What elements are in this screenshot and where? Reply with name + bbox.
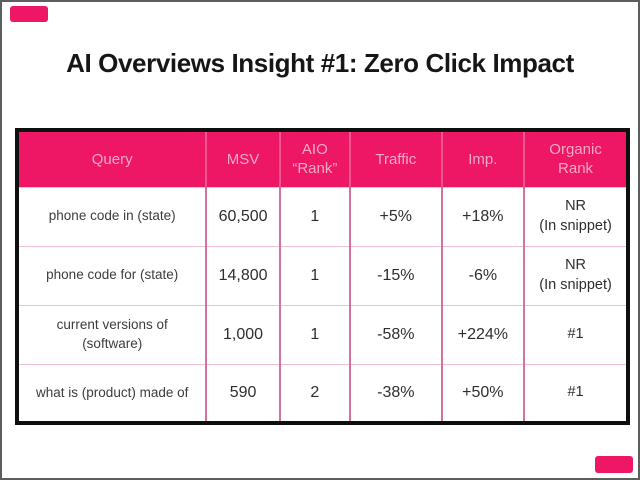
cell-traffic: -38% xyxy=(348,363,442,423)
cell-organic-rank: NR (In snippet) xyxy=(523,245,628,305)
page-title: AI Overviews Insight #1: Zero Click Impa… xyxy=(66,48,574,78)
cell-query: what is (product) made of xyxy=(17,363,207,423)
cell-organic-rank: #1 xyxy=(523,304,628,364)
cell-msv: 14,800 xyxy=(205,245,280,305)
cell-msv: 590 xyxy=(205,363,280,423)
table-row: what is (product) made of 590 2 -38% +50… xyxy=(17,363,628,423)
cell-query: current versions of (software) xyxy=(17,304,207,364)
cell-imp: +18% xyxy=(440,186,525,246)
cell-imp: +50% xyxy=(440,363,525,423)
column-header-imp: Imp. xyxy=(440,130,525,187)
table-row: phone code for (state) 14,800 1 -15% -6%… xyxy=(17,245,628,305)
cell-imp: +224% xyxy=(440,304,525,364)
column-header-aio-rank: AIO “Rank” xyxy=(278,130,350,187)
column-header-traffic: Traffic xyxy=(348,130,442,187)
cell-query: phone code for (state) xyxy=(17,245,207,305)
cell-aio-rank: 1 xyxy=(278,245,350,305)
cell-aio-rank: 1 xyxy=(278,186,350,246)
cell-traffic: +5% xyxy=(348,186,442,246)
corner-accent-bottom-right xyxy=(595,456,633,473)
cell-traffic: -15% xyxy=(348,245,442,305)
impact-table: Query MSV AIO “Rank” Traffic Imp. Organi… xyxy=(15,128,630,425)
table-row: phone code in (state) 60,500 1 +5% +18% … xyxy=(17,186,628,246)
cell-organic-rank: NR (In snippet) xyxy=(523,186,628,246)
cell-organic-rank: #1 xyxy=(523,363,628,423)
column-header-query: Query xyxy=(17,130,207,187)
cell-query: phone code in (state) xyxy=(17,186,207,246)
corner-accent-top-left xyxy=(10,6,48,22)
table-header-row: Query MSV AIO “Rank” Traffic Imp. Organi… xyxy=(17,130,628,187)
cell-aio-rank: 1 xyxy=(278,304,350,364)
cell-msv: 60,500 xyxy=(205,186,280,246)
table-row: current versions of (software) 1,000 1 -… xyxy=(17,304,628,364)
cell-traffic: -58% xyxy=(348,304,442,364)
column-header-organic-rank: Organic Rank xyxy=(523,130,628,187)
cell-msv: 1,000 xyxy=(205,304,280,364)
cell-imp: -6% xyxy=(440,245,525,305)
column-header-msv: MSV xyxy=(205,130,280,187)
cell-aio-rank: 2 xyxy=(278,363,350,423)
